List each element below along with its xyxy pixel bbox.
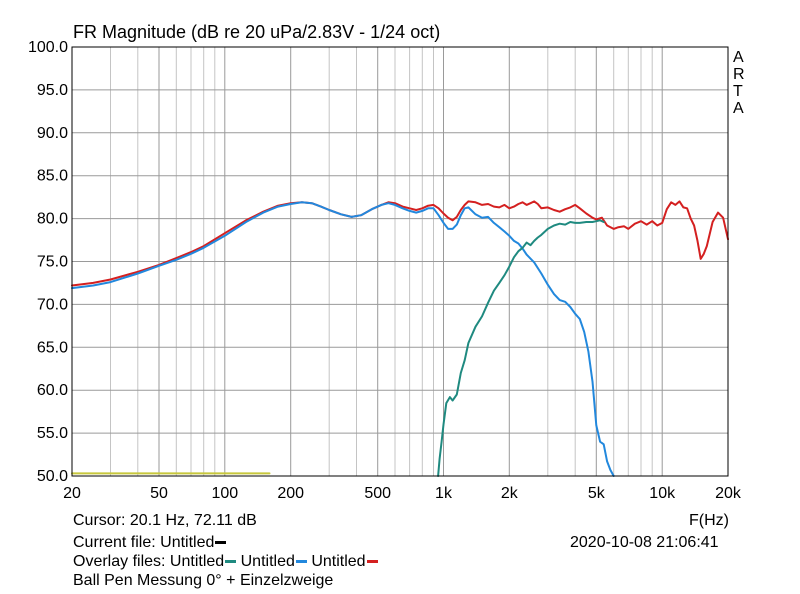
overlay-files-label: Overlay files: [73, 553, 166, 570]
overlay-file-3: Untitled [311, 553, 366, 570]
overlay-file-1: Untitled [169, 553, 225, 570]
tick-labels: 50.0 55.0 60.0 65.0 70.0 75.0 80.0 85.0 90.0 95.0… [28, 39, 742, 502]
x-tick-label: 20k [715, 485, 742, 502]
overlay-files-line: Overlay files: Untitled Untitled Untitle… [73, 553, 378, 571]
arta-letter: T [733, 83, 743, 100]
series-line-3 [71, 201, 615, 477]
y-tick-label: 80.0 [37, 211, 68, 228]
x-tick-label: 2k [501, 485, 519, 502]
current-file-swatch [215, 541, 227, 545]
y-tick-label: 50.0 [37, 468, 68, 485]
arta-letter: R [733, 66, 745, 83]
series-line-4 [437, 219, 605, 477]
y-tick-label: 75.0 [37, 254, 68, 271]
arta-letter: A [733, 100, 744, 117]
x-tick-label: 10k [649, 485, 676, 502]
datetime-stamp: 2020-10-08 21:06:41 [570, 534, 719, 551]
x-tick-label: 5k [588, 485, 606, 502]
y-tick-label: 100.0 [28, 39, 68, 56]
x-tick-label: 1k [435, 485, 453, 502]
arta-letter: A [733, 49, 744, 66]
current-file-label: Current file: Untitled [73, 534, 215, 551]
x-axis-label: F(Hz) [689, 512, 729, 529]
overlay-swatch-3 [366, 560, 378, 564]
x-tick-label: 200 [277, 485, 304, 502]
y-tick-label: 90.0 [37, 125, 68, 142]
y-tick-label: 55.0 [37, 425, 68, 442]
grid-lines [72, 47, 728, 476]
y-tick-label: 85.0 [37, 168, 68, 185]
overlay-file-2: Untitled [240, 553, 295, 570]
series-line-2 [71, 200, 729, 287]
measurement-name: Ball Pen Messung 0° + Einzelzweige [73, 572, 334, 589]
y-tick-label: 65.0 [37, 339, 68, 356]
chart-title: FR Magnitude (dB re 20 uPa/2.83V - 1/24 … [73, 22, 441, 42]
x-tick-label: 20 [63, 485, 81, 502]
x-tick-label: 500 [364, 485, 391, 502]
y-tick-label: 95.0 [37, 82, 68, 99]
x-tick-label: 50 [150, 485, 168, 502]
overlay-swatch-1 [225, 560, 237, 564]
current-file-line: Current file: Untitled [73, 534, 227, 552]
plot-frame [71, 46, 729, 477]
cursor-readout: Cursor: 20.1 Hz, 72.11 dB [73, 512, 257, 529]
x-tick-label: 100 [211, 485, 238, 502]
overlay-swatch-2 [295, 560, 307, 564]
series-lines [71, 200, 729, 477]
y-tick-label: 60.0 [37, 382, 68, 399]
y-tick-label: 70.0 [37, 296, 68, 313]
